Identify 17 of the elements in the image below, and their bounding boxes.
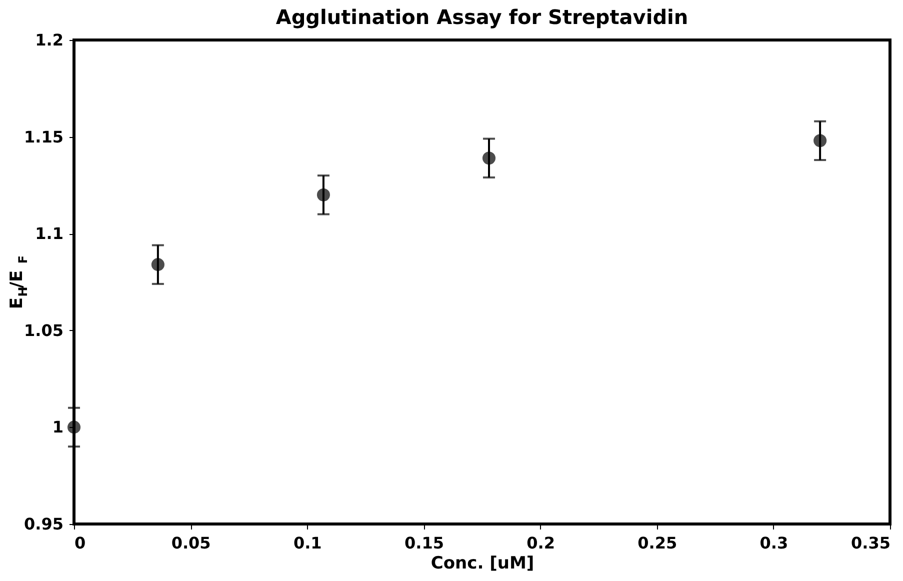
- x-tick-label: 0.15: [404, 534, 444, 552]
- y-tick-label: 1.2: [35, 30, 64, 50]
- y-tick-label: 1.1: [35, 224, 64, 244]
- y-tick-label: 1.05: [24, 320, 64, 340]
- chart-title: Agglutination Assay for Streptavidin: [276, 5, 688, 29]
- x-tick-label: 0.3: [760, 534, 788, 552]
- y-tick-label: 1.15: [24, 127, 64, 146]
- x-tick-label: 0.05: [171, 534, 211, 552]
- x-tick-label: 0.35: [851, 534, 890, 552]
- x-tick-label: 0: [74, 534, 86, 552]
- x-tick-label: 0.2: [526, 534, 555, 552]
- y-tick-label: 0.95: [24, 514, 64, 534]
- x-tick-label: 0.25: [638, 534, 678, 552]
- y-tick-label: 1: [52, 418, 64, 437]
- x-tick-label: 0.1: [293, 534, 322, 552]
- x-axis-title: Conc. [uM]: [430, 554, 534, 574]
- y-axis-title: EH/EF: [7, 255, 30, 309]
